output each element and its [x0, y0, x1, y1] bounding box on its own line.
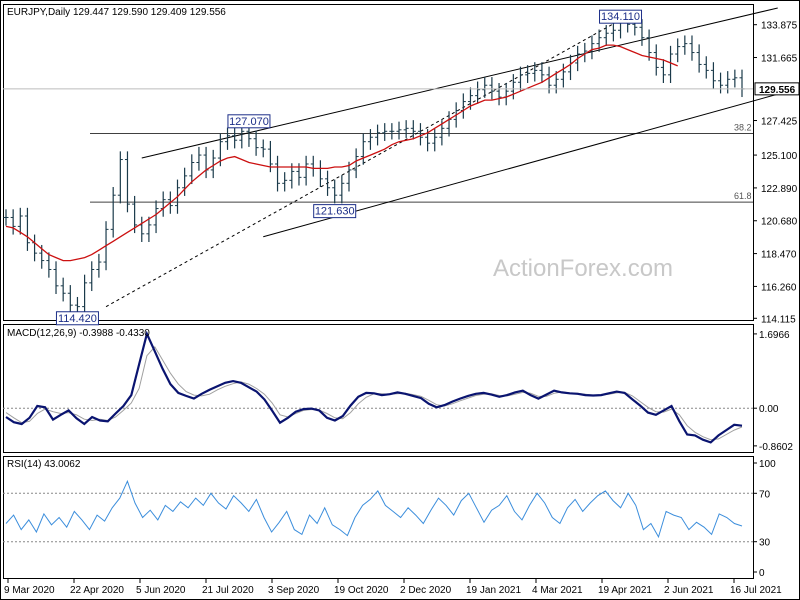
macd-panel: [3, 324, 754, 453]
current-price-label: 129.556: [759, 85, 796, 96]
y-tick-label: 133.875: [761, 21, 798, 32]
rsi-y-tick-label: 70: [759, 489, 771, 500]
moving-average-line: [5, 44, 678, 262]
rsi-y-tick-label: 30: [759, 538, 771, 549]
y-tick-label: 125.100: [761, 151, 798, 162]
y-tick-label: 114.115: [761, 314, 796, 325]
x-tick-label: 4 Mar 2021: [532, 585, 583, 596]
callout-box: [227, 114, 271, 129]
macd-y-tick-label: 1.6966: [759, 330, 790, 341]
macd-y-axis: 1.6966 0.00 -0.8602: [753, 330, 793, 453]
rsi-header: RSI(14) 43.0062: [7, 459, 81, 470]
x-tick-label: 19 Apr 2021: [598, 585, 652, 596]
y-tick-label: 127.425: [761, 117, 798, 128]
upper-channel-line: [141, 7, 778, 159]
macd-y-tick-label: -0.8602: [759, 442, 793, 453]
y-tick-label: 116.260: [761, 282, 797, 293]
callout-label: 121.630: [315, 206, 355, 218]
moving-average-group: [5, 44, 678, 262]
main-header: EURJPY,Daily 129.447 129.590 129.409 129…: [7, 7, 226, 18]
y-tick-label: 131.665: [761, 54, 798, 65]
y-tick-label: 120.680: [761, 217, 798, 228]
callout-box: [55, 311, 99, 326]
x-tick-label: 3 Sep 2020: [268, 585, 320, 596]
x-tick-label: 2 Jun 2021: [664, 585, 714, 596]
price-callouts: 134.110 127.070 121.630 114.420: [55, 9, 643, 326]
x-tick-label: 5 Jun 2020: [136, 585, 186, 596]
callout-label: 127.070: [229, 116, 269, 128]
x-axis: 9 Mar 2020 22 Apr 2020 5 Jun 2020 21 Jul 20…: [4, 578, 782, 596]
main-y-axis: 133.875 131.665 129.556 127.425 125.100 122.8…: [3, 21, 800, 325]
main-panel: [3, 4, 754, 321]
rsi-group: [3, 479, 753, 543]
macd-header: MACD(12,26,9) -0.3988 -0.4330: [7, 328, 150, 339]
x-tick-label: 22 Apr 2020: [70, 585, 124, 596]
fib-level-label: 38.2: [734, 123, 752, 133]
macd-y-tick-label: 0.00: [759, 404, 779, 415]
x-tick-label: 19 Oct 2020: [334, 585, 389, 596]
fib-level-label: 61.8: [734, 191, 752, 201]
x-tick-label: 9 Mar 2020: [4, 585, 55, 596]
rsi-y-tick-label: 100: [759, 459, 776, 470]
x-tick-label: 19 Jan 2021: [466, 585, 521, 596]
callout-label: 114.420: [58, 313, 97, 325]
rsi-panel: [3, 456, 754, 579]
watermark: ActionForex.com: [493, 255, 673, 282]
rsi-y-tick-label: 0: [759, 568, 765, 579]
rsi-y-axis: 100 70 30 0: [753, 459, 776, 579]
current-price-box: [754, 82, 800, 96]
callout-label: 134.110: [601, 11, 640, 23]
callout-box: [599, 9, 643, 24]
callout-box: [313, 204, 357, 219]
macd-line: [5, 330, 743, 444]
x-tick-label: 16 Jul 2021: [730, 585, 782, 596]
y-tick-label: 122.890: [761, 184, 798, 195]
y-tick-label: 118.470: [761, 250, 797, 261]
x-tick-label: 2 Dec 2020: [400, 585, 452, 596]
x-tick-label: 21 Jul 2020: [202, 585, 254, 596]
rsi-line: [5, 479, 743, 539]
macd-group: [3, 330, 753, 444]
